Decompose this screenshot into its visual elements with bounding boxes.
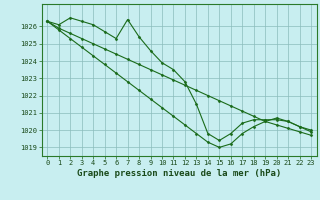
X-axis label: Graphe pression niveau de la mer (hPa): Graphe pression niveau de la mer (hPa) (77, 169, 281, 178)
